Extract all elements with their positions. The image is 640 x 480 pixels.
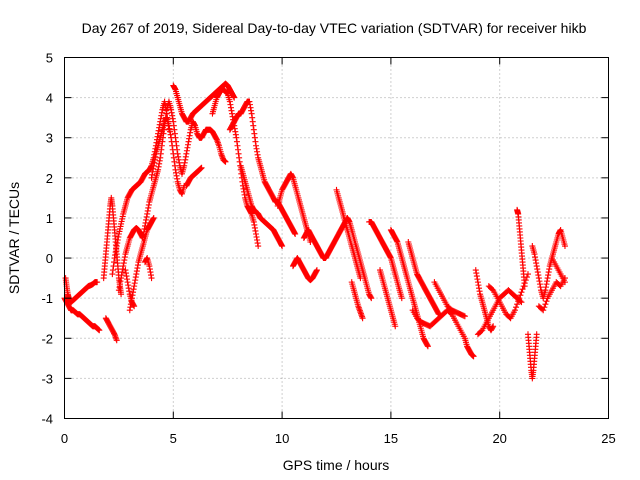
plot-frame (64, 57, 609, 419)
axis-ticks (64, 57, 609, 419)
data-point (118, 291, 125, 298)
data-point (279, 243, 286, 250)
data-point (543, 298, 550, 305)
data-point (150, 214, 157, 221)
data-point (533, 331, 540, 338)
y-tick-label: 4 (46, 91, 53, 106)
grid-lines (64, 57, 609, 419)
x-tick-label: 15 (384, 431, 398, 446)
data-point (398, 295, 405, 302)
data-point (255, 243, 262, 250)
data-point (470, 353, 477, 360)
data-point (94, 279, 101, 286)
data-point (131, 303, 138, 310)
data-point (541, 304, 548, 311)
x-tick-label: 0 (61, 431, 68, 446)
y-tick-label: 0 (46, 251, 53, 266)
data-point (148, 275, 155, 282)
data-point (357, 275, 364, 282)
data-marks (61, 80, 568, 382)
y-tick-label: 5 (46, 51, 53, 66)
y-tick-label: -1 (41, 291, 53, 306)
data-point (517, 292, 524, 299)
data-point (519, 286, 526, 293)
data-point (461, 313, 468, 320)
data-point (198, 164, 205, 171)
data-point (561, 243, 568, 250)
x-tick-label: 10 (275, 431, 289, 446)
x-tick-labels: 0 5 10 15 20 25 (61, 431, 616, 446)
y-tick-label: -2 (41, 331, 53, 346)
data-point (490, 323, 497, 330)
data-point (222, 158, 229, 165)
y-tick-label: -4 (41, 412, 53, 427)
x-tick-label: 20 (492, 431, 506, 446)
data-point (518, 289, 525, 296)
data-point (514, 301, 521, 308)
data-point (478, 328, 485, 335)
x-axis-label: GPS time / hours (283, 457, 390, 473)
data-point (368, 295, 375, 302)
x-tick-label: 25 (601, 431, 615, 446)
y-tick-label: 3 (46, 131, 53, 146)
data-point (561, 279, 568, 286)
data-point (542, 301, 549, 308)
data-point (424, 343, 431, 350)
data-point (518, 299, 525, 306)
data-point (513, 304, 520, 311)
data-point (511, 307, 518, 314)
data-point (540, 307, 547, 314)
y-tick-labels: -4 -3 -2 -1 0 1 2 3 4 5 (41, 51, 53, 427)
x-tick-label: 5 (170, 431, 177, 446)
data-point (231, 94, 238, 101)
data-point (392, 323, 399, 330)
data-point (313, 267, 320, 274)
data-point (359, 315, 366, 322)
data-point (516, 295, 523, 302)
chart-title: Day 267 of 2019, Sidereal Day-to-day VTE… (82, 20, 587, 36)
y-tick-label: 1 (46, 211, 53, 226)
data-point (515, 298, 522, 305)
y-tick-label: -3 (41, 371, 53, 386)
data-point (489, 286, 496, 293)
data-point (521, 283, 528, 290)
data-point (292, 230, 299, 237)
data-point (113, 337, 120, 344)
data-point (96, 327, 103, 334)
y-tick-label: 2 (46, 171, 53, 186)
y-axis-label: SDTVAR / TECUs (6, 182, 22, 294)
